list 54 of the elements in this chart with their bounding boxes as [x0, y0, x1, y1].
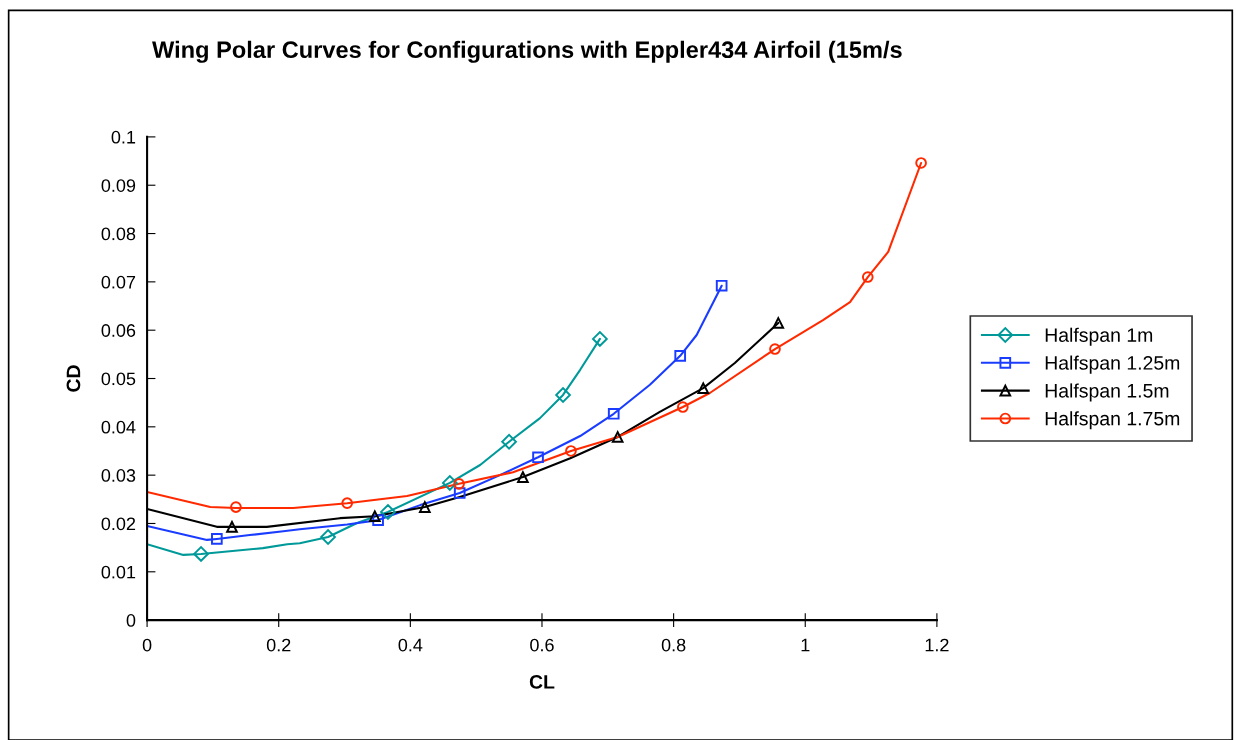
y-tick-label: 0.07 — [101, 275, 136, 289]
point — [442, 475, 458, 491]
legend-label: Halfspan 1.25m — [1045, 355, 1180, 374]
y-tick-label: 0.08 — [101, 227, 136, 241]
y-tick-label: 0.04 — [101, 420, 136, 434]
point — [211, 533, 223, 545]
point — [419, 501, 431, 513]
point — [677, 401, 689, 413]
y-axis-title: CD — [66, 365, 81, 392]
y-tick-label: 0.09 — [101, 179, 136, 192]
point — [453, 487, 466, 499]
x-tick-label: 0.4 — [398, 638, 423, 652]
point — [380, 504, 396, 520]
point — [501, 433, 517, 450]
point — [915, 157, 927, 169]
y-tick-label: 0.03 — [101, 469, 136, 482]
x-tick-label: 0.8 — [661, 638, 686, 652]
x-axis-title: CL — [529, 674, 555, 689]
y-tick-label: 0 — [126, 614, 136, 627]
point — [565, 445, 577, 457]
x-tick-label: 1.2 — [925, 638, 949, 652]
y-tick-label: 0.01 — [101, 565, 136, 579]
point — [607, 407, 620, 420]
point — [592, 331, 608, 347]
point — [772, 317, 785, 329]
point — [532, 451, 544, 464]
x-tick-label: 0.6 — [530, 638, 554, 652]
point — [193, 546, 209, 562]
y-tick-label: 0.02 — [101, 517, 136, 531]
y-tick-label: 0.1 — [111, 130, 136, 144]
point — [861, 271, 874, 283]
point — [453, 478, 465, 490]
y-tick-label: 0.05 — [101, 372, 136, 386]
legend-label: Halfspan 1m — [1045, 327, 1153, 346]
x-tick-label: 1 — [801, 638, 810, 652]
point — [715, 279, 728, 292]
point — [517, 471, 529, 483]
point — [230, 501, 242, 513]
point — [611, 431, 624, 443]
legend-label: Halfspan 1.5m — [1045, 383, 1169, 402]
point — [372, 514, 384, 526]
x-tick-label: 0.2 — [266, 638, 291, 652]
point — [555, 387, 571, 403]
legend-label: Halfspan 1.75m — [1045, 411, 1180, 430]
y-tick-label: 0.06 — [101, 324, 136, 337]
point — [320, 529, 336, 545]
chart-title: Wing Polar Curves for Configurations with Eppler434 Airfoil (15m/s — [152, 40, 902, 63]
point — [226, 521, 238, 533]
point — [368, 510, 381, 523]
point — [769, 343, 781, 355]
point — [341, 497, 353, 510]
x-tick-label: 0 — [142, 638, 152, 652]
point — [674, 349, 687, 362]
point — [697, 382, 710, 395]
